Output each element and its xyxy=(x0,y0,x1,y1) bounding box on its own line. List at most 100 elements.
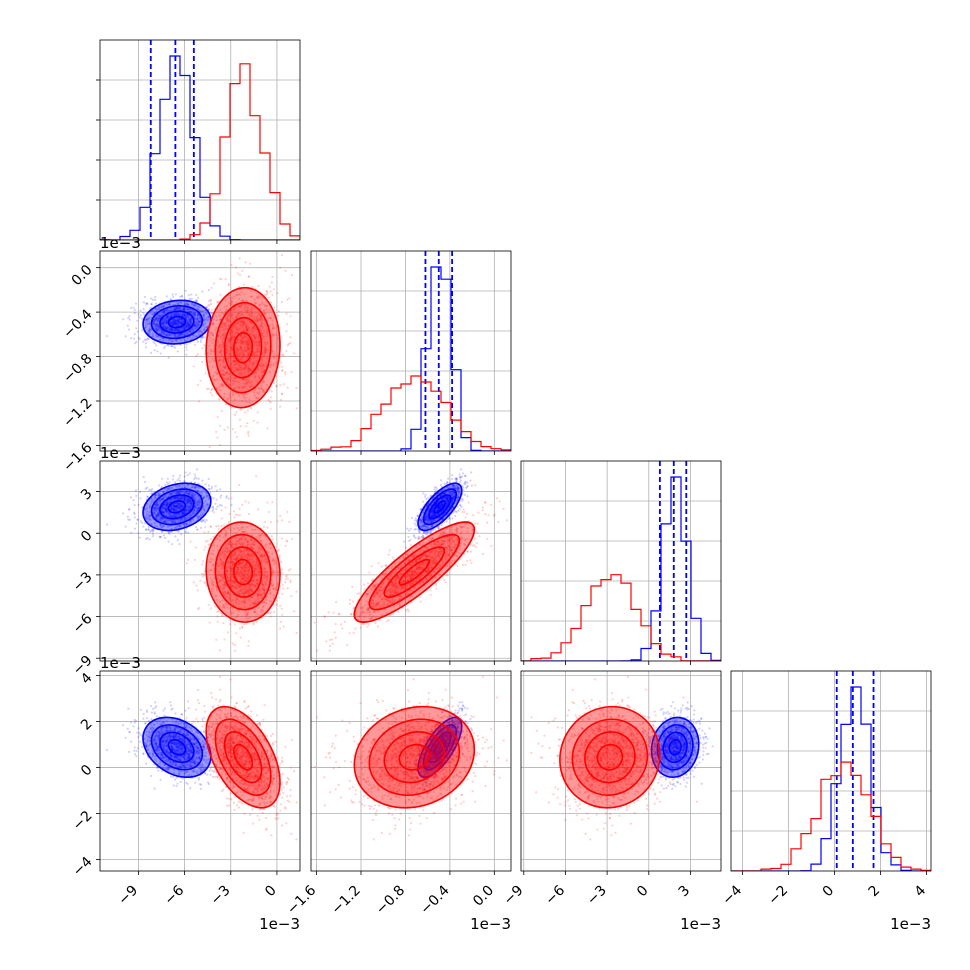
scatter-point xyxy=(254,338,257,341)
scatter-point xyxy=(169,322,172,325)
scatter-point xyxy=(172,321,175,324)
scatter-point xyxy=(170,345,173,348)
scatter-point xyxy=(174,328,177,331)
scatter-point xyxy=(170,321,173,324)
scatter-point xyxy=(162,319,165,322)
scatter-point xyxy=(245,356,248,359)
scatter-point xyxy=(152,529,155,532)
contour-line xyxy=(167,315,187,329)
scatter-point xyxy=(209,300,212,303)
scatter-point xyxy=(271,501,274,504)
scatter-point xyxy=(222,341,225,344)
scatter-point xyxy=(234,266,238,269)
scatter-point xyxy=(132,306,135,309)
scatter-point xyxy=(178,317,181,320)
scatter-point xyxy=(265,388,268,391)
scatter-point xyxy=(218,424,222,427)
scatter-point xyxy=(146,537,149,540)
scatter-point xyxy=(252,353,255,356)
scatter-point xyxy=(182,312,185,315)
scatter-point xyxy=(207,308,210,311)
scatter-point xyxy=(182,328,185,331)
scatter-point xyxy=(281,369,284,372)
scatter-point xyxy=(177,321,180,324)
scatter-point xyxy=(151,335,154,338)
scatter-point xyxy=(247,380,251,383)
scatter-point xyxy=(209,360,212,363)
scatter-point xyxy=(264,520,267,524)
scatter-point xyxy=(277,314,280,317)
scatter-point xyxy=(144,302,147,305)
scatter-point xyxy=(269,401,272,404)
scatter-point xyxy=(239,368,243,371)
scatter-point xyxy=(188,324,191,328)
scatter-point xyxy=(229,340,232,343)
scatter-point xyxy=(253,298,256,301)
scatter-point xyxy=(188,459,190,461)
scatter-point xyxy=(237,386,240,389)
scatter-point xyxy=(215,319,218,322)
scatter-point xyxy=(268,612,271,615)
scatter-point xyxy=(156,327,159,330)
scatter-point xyxy=(216,372,219,375)
scatter-point xyxy=(174,323,177,326)
scatter-point xyxy=(228,352,231,356)
scatter-point xyxy=(260,371,263,374)
scatter-point xyxy=(271,319,274,322)
scatter-point xyxy=(266,427,269,430)
scatter-point xyxy=(249,381,252,384)
scatter-point xyxy=(240,303,244,307)
scatter-point xyxy=(197,320,200,323)
scatter-point xyxy=(175,307,178,310)
scatter-point xyxy=(241,386,244,389)
scatter-point xyxy=(155,335,158,338)
scatter-point xyxy=(260,317,263,321)
scatter-point xyxy=(242,324,245,327)
scatter-point xyxy=(267,317,270,320)
scatter-point xyxy=(209,332,212,335)
scatter-point xyxy=(223,325,226,328)
scatter-point xyxy=(257,285,260,288)
scatter-point xyxy=(183,326,186,329)
scatter-point xyxy=(207,304,210,307)
scatter-point xyxy=(253,343,256,346)
histogram-series-1 xyxy=(100,63,300,240)
scatter-point xyxy=(203,318,206,321)
scatter-point xyxy=(264,342,267,345)
scatter-point xyxy=(271,293,274,296)
scatter-point xyxy=(220,383,223,387)
scatter-point xyxy=(222,377,226,380)
scatter-point xyxy=(164,536,167,540)
scatter-point xyxy=(167,309,170,312)
scatter-point xyxy=(228,302,231,305)
scatter-point xyxy=(246,378,249,381)
scatter-point xyxy=(176,330,179,333)
scatter-point xyxy=(245,623,248,626)
scatter-point xyxy=(249,344,252,347)
scatter-point xyxy=(228,392,231,395)
scatter-point xyxy=(242,330,245,333)
scatter-point xyxy=(177,319,180,322)
scatter-point xyxy=(236,272,239,275)
scatter-point xyxy=(246,337,249,340)
scatter-point xyxy=(151,535,154,538)
scatter-point xyxy=(233,377,236,380)
scatter-point xyxy=(249,295,253,298)
contour-line xyxy=(150,304,204,340)
scatter-point xyxy=(156,308,159,312)
scatter-point xyxy=(246,363,249,366)
scatter-point xyxy=(173,307,176,310)
scatter-point xyxy=(241,336,244,340)
scatter-point xyxy=(244,261,247,264)
scatter-point xyxy=(229,346,233,349)
scatter-point xyxy=(158,317,161,320)
scatter-point xyxy=(249,368,252,371)
scatter-point xyxy=(261,334,264,338)
scatter-point xyxy=(249,320,252,324)
scatter-point xyxy=(162,332,165,336)
scatter-point xyxy=(171,543,174,546)
scatter-point xyxy=(201,331,204,334)
scatter-point xyxy=(193,313,196,316)
scatter-point xyxy=(195,293,198,296)
scatter-point xyxy=(205,519,208,522)
